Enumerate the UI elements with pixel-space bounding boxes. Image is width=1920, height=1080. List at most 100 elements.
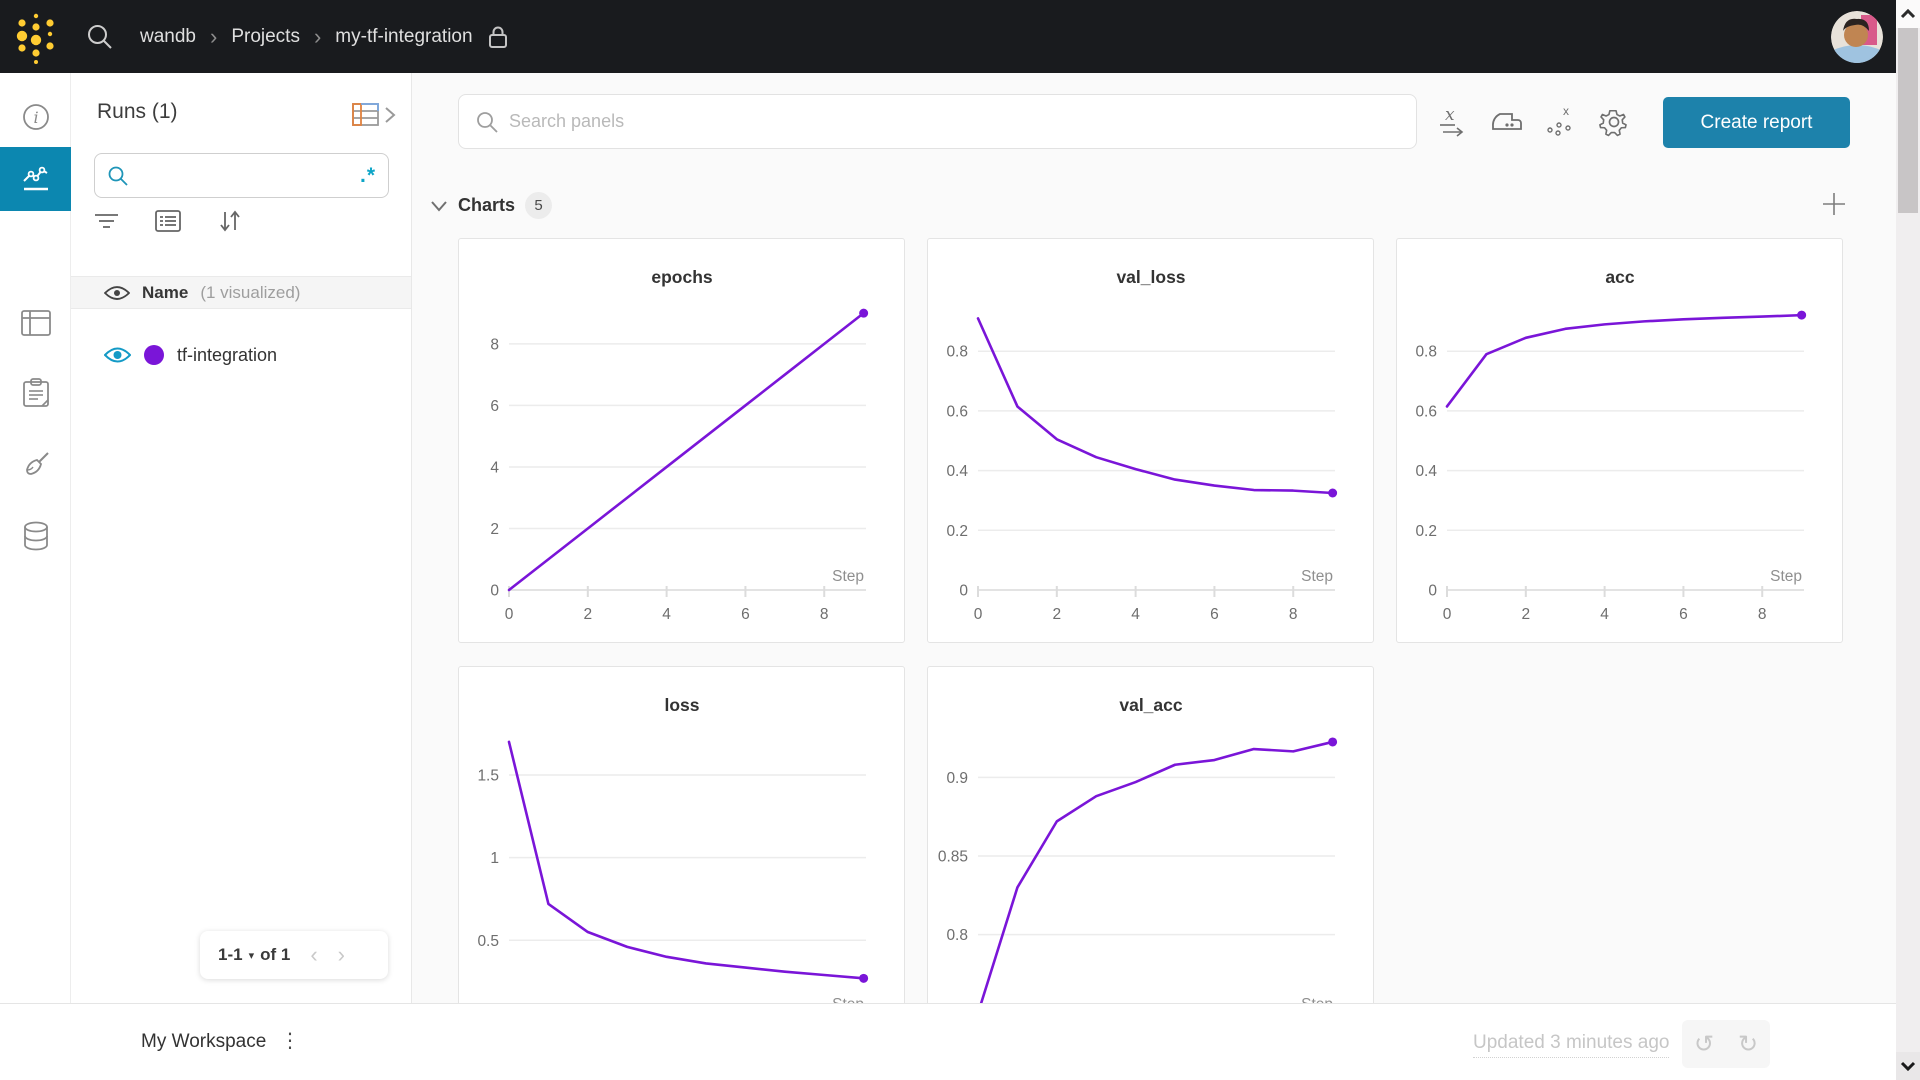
clipboard-icon (22, 378, 49, 407)
chart-panel-acc[interactable]: acc 0 0.2 0.4 0.6 0.8 0 2 4 6 8 Step (1396, 238, 1843, 643)
svg-text:8: 8 (1758, 606, 1767, 623)
svg-text:4: 4 (490, 459, 499, 476)
chart-panel-val-loss[interactable]: val_loss 0 0.2 0.4 0.6 0.8 0 2 4 6 8 Step (927, 238, 1374, 643)
sidebar-item-overview[interactable]: i (0, 85, 71, 149)
breadcrumb-separator-icon: › (210, 24, 218, 49)
run-row-tf-integration[interactable]: tf-integration (71, 335, 411, 375)
redo-button[interactable]: ↻ (1737, 1030, 1759, 1058)
runs-panel-title: Runs (1) (97, 100, 178, 123)
svg-text:0: 0 (1428, 583, 1437, 600)
sidebar-item-sweeps[interactable] (0, 433, 71, 497)
breadcrumb-projects[interactable]: Projects (231, 25, 300, 47)
add-panel-button[interactable] (1820, 190, 1848, 218)
gear-icon (1599, 109, 1627, 137)
sidebar-item-artifacts[interactable] (0, 504, 71, 568)
scroll-down-button[interactable] (1896, 1052, 1920, 1080)
svg-text:0: 0 (490, 583, 499, 600)
smoothing-button[interactable] (1490, 106, 1522, 138)
prev-page-button[interactable]: ‹ (310, 942, 318, 967)
svg-text:0: 0 (505, 606, 514, 623)
runs-panel: Runs (1) .* (71, 73, 412, 1003)
svg-text:0.85: 0.85 (938, 848, 968, 865)
user-avatar[interactable] (1831, 11, 1883, 63)
svg-text:0.4: 0.4 (1415, 463, 1437, 480)
expand-runs-table-button[interactable] (352, 103, 397, 126)
breadcrumb-project-name[interactable]: my-tf-integration (335, 25, 473, 47)
svg-text:acc: acc (1605, 267, 1634, 287)
left-icon-rail: i (0, 73, 71, 1003)
runs-search-box[interactable]: .* (94, 153, 389, 198)
outliers-button[interactable]: x (1544, 106, 1576, 138)
group-list-icon[interactable] (155, 210, 181, 232)
chevron-down-icon (1900, 1061, 1916, 1071)
svg-text:2: 2 (1521, 606, 1530, 623)
svg-text:0.8: 0.8 (946, 344, 968, 361)
page-of-label: of 1 (260, 945, 291, 964)
eye-icon (104, 285, 130, 300)
wandb-logo-icon[interactable] (13, 10, 63, 64)
lock-icon (488, 26, 507, 48)
runs-table-icon (352, 103, 379, 126)
svg-text:2: 2 (583, 606, 592, 623)
svg-text:0.8: 0.8 (946, 927, 968, 944)
sidebar-item-table[interactable] (0, 291, 71, 355)
sidebar-item-charts[interactable] (0, 147, 71, 211)
svg-text:epochs: epochs (651, 267, 713, 287)
svg-text:0: 0 (1443, 606, 1452, 623)
chart-panel-epochs[interactable]: epochs 0 2 4 6 8 0 2 4 6 8 Step (458, 238, 905, 643)
run-name[interactable]: tf-integration (177, 344, 278, 365)
breadcrumb: wandb › Projects › my-tf-integration (140, 0, 509, 73)
svg-text:Step: Step (1301, 568, 1333, 585)
svg-text:0.5: 0.5 (477, 933, 499, 950)
svg-text:val_loss: val_loss (1116, 267, 1185, 287)
svg-text:4: 4 (1131, 606, 1140, 623)
page-scrollbar[interactable] (1896, 0, 1920, 1080)
scrollbar-thumb[interactable] (1898, 28, 1918, 213)
sidebar-item-logs[interactable] (0, 361, 71, 425)
regex-toggle[interactable]: .* (359, 163, 376, 187)
table-icon (20, 310, 51, 336)
global-search-icon[interactable] (85, 22, 115, 52)
next-page-button[interactable]: › (337, 942, 345, 967)
plus-icon (1823, 193, 1845, 215)
charts-section-label[interactable]: Charts (458, 195, 516, 215)
line-chart-icon (22, 166, 48, 191)
broom-icon (25, 452, 49, 475)
undo-button[interactable]: ↺ (1693, 1030, 1715, 1058)
filter-icon[interactable] (94, 211, 119, 231)
workspace-footer-bar: My Workspace ⋮ Updated 3 minutes ago ↺ ↻ (0, 1003, 1896, 1080)
svg-text:0.4: 0.4 (946, 463, 968, 480)
breadcrumb-separator-icon: › (313, 24, 322, 49)
runs-search-input[interactable] (137, 165, 360, 186)
section-collapse-caret-icon[interactable] (430, 200, 448, 212)
page-range-select[interactable]: 1-1 (218, 945, 243, 964)
x-axis-settings-button[interactable]: x (1436, 106, 1468, 138)
scroll-up-button[interactable] (1896, 0, 1920, 28)
svg-text:8: 8 (490, 336, 499, 353)
svg-text:6: 6 (490, 398, 499, 415)
svg-text:i: i (33, 108, 38, 127)
svg-text:0.2: 0.2 (1415, 523, 1437, 540)
svg-text:8: 8 (820, 606, 829, 623)
panel-search-box[interactable] (458, 94, 1417, 149)
updated-timestamp[interactable]: Updated 3 minutes ago (1473, 1032, 1670, 1058)
svg-text:0.9: 0.9 (946, 770, 968, 787)
svg-text:4: 4 (1600, 606, 1609, 623)
svg-text:6: 6 (1679, 606, 1688, 623)
run-visibility-eye-icon[interactable] (104, 346, 131, 364)
search-icon (477, 111, 498, 133)
create-report-button[interactable]: Create report (1663, 97, 1850, 148)
runs-name-header-row[interactable]: Name (1 visualized) (71, 276, 411, 309)
run-color-dot[interactable] (144, 345, 164, 365)
panel-search-input[interactable] (509, 111, 1400, 132)
sort-icon[interactable] (217, 209, 243, 233)
svg-text:loss: loss (664, 695, 699, 715)
svg-text:0.6: 0.6 (946, 403, 968, 420)
workspace-menu-button[interactable]: ⋮ (280, 1030, 300, 1052)
top-navbar: wandb › Projects › my-tf-integration (0, 0, 1920, 73)
svg-text:6: 6 (1210, 606, 1219, 623)
x-axis-icon: x (1440, 106, 1464, 137)
workspace-name[interactable]: My Workspace (141, 1031, 267, 1052)
workspace-settings-button[interactable] (1598, 106, 1630, 138)
breadcrumb-entity[interactable]: wandb (140, 25, 196, 47)
